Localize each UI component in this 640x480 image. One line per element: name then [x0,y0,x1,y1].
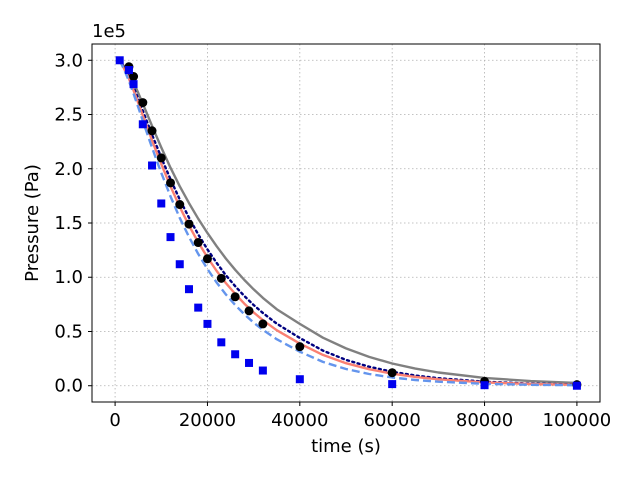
x-tick-label: 100000 [543,410,612,431]
series-line-2 [118,59,579,386]
data-point-square [572,381,581,390]
y-tick-label: 1.5 [54,213,83,234]
data-point-square [388,380,397,389]
data-point-square [175,260,184,269]
plot-series [115,56,582,390]
x-axis-label: time (s) [311,436,381,457]
data-point-circle [147,126,157,136]
data-point-circle [156,153,166,163]
data-point-square [129,80,138,89]
x-axis-ticks: 0 20000 40000 60000 80000 100000 [109,402,611,431]
data-point-circle [129,72,139,82]
y-tick-label: 0.0 [54,376,83,397]
x-tick-label: 40000 [271,410,328,431]
data-point-square [245,358,254,367]
data-point-square [138,120,147,129]
data-point-circle [184,219,194,229]
y-axis-offset-label: 1e5 [92,21,126,42]
data-point-square [157,199,166,208]
data-point-square [166,233,175,242]
y-tick-label: 2.5 [54,105,83,126]
grid [92,44,600,402]
data-point-square [217,338,226,347]
x-tick-label: 80000 [456,410,513,431]
data-point-circle [258,319,268,329]
data-point-circle [230,292,240,302]
data-point-circle [193,238,203,248]
data-point-circle [175,200,185,210]
data-point-circle [295,342,305,352]
data-point-square [124,66,133,75]
data-point-square [295,375,304,384]
data-point-square [203,319,212,328]
data-point-circle [244,306,254,316]
x-tick-label: 0 [109,410,120,431]
data-point-square [148,161,157,170]
data-point-square [480,381,489,390]
data-point-circle [166,178,176,188]
x-tick-label: 20000 [179,410,236,431]
data-point-square [194,303,203,312]
y-tick-label: 2.0 [54,159,83,180]
y-tick-label: 3.0 [54,50,83,71]
data-point-square [231,350,240,359]
y-axis-ticks: 0.0 0.5 1.0 1.5 2.0 2.5 3.0 [54,50,92,397]
data-point-square [115,56,124,65]
data-point-circle [216,273,226,283]
data-point-circle [138,98,148,108]
x-tick-label: 60000 [364,410,421,431]
y-axis-label: Pressure (Pa) [22,164,43,282]
data-point-circle [387,368,397,378]
data-point-square [184,285,193,294]
y-tick-label: 1.0 [54,267,83,288]
data-point-circle [202,254,212,264]
y-tick-label: 0.5 [54,321,83,342]
data-point-square [258,366,267,375]
